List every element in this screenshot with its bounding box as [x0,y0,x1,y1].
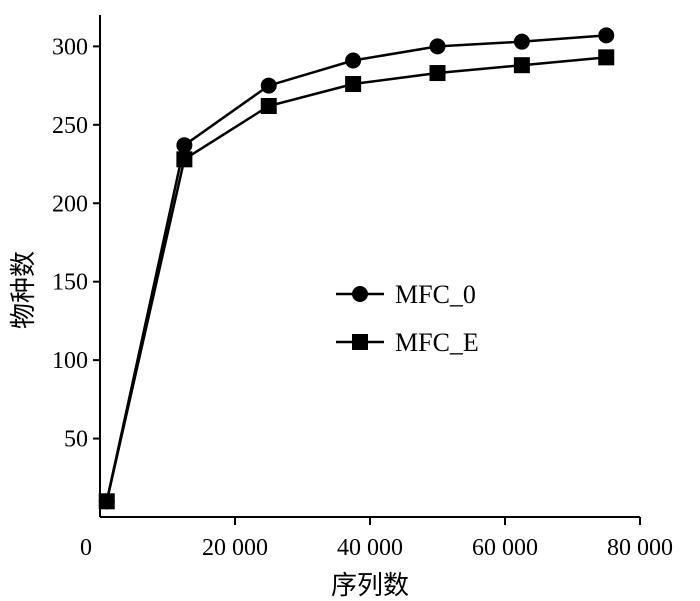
y-tick-label: 150 [52,270,88,296]
legend-label: MFC_E [395,328,479,357]
legend: MFC_0 MFC_E [336,280,479,357]
legend-label: MFC_0 [395,280,476,309]
y-ticks: 50 100 150 200 250 300 [52,34,100,453]
y-tick-label: 200 [52,191,88,217]
square-marker [429,65,446,82]
series-mfc-0 [98,27,615,510]
x-tick-label: 80 000 [607,535,673,561]
series-layer [98,27,615,510]
y-tick-label: 250 [52,113,88,139]
legend-marker [352,334,368,350]
square-marker [260,97,277,114]
x-ticks: 0 20 000 40 000 60 000 80 000 [80,517,673,561]
square-marker [513,57,530,74]
circle-marker [598,27,615,44]
legend-item: MFC_0 [336,280,476,309]
square-marker [98,493,115,510]
circle-marker [513,33,530,50]
axes [99,15,640,518]
y-axis-title: 物种数 [9,251,39,329]
x-tick-label: 0 [80,535,92,561]
square-marker [176,151,193,168]
series-mfc-e [98,49,615,510]
circle-marker [260,77,277,94]
x-tick-label: 60 000 [472,535,538,561]
x-tick-label: 20 000 [202,535,268,561]
square-marker [598,49,615,66]
legend-item: MFC_E [336,328,479,357]
y-tick-label: 50 [64,427,88,453]
circle-marker [345,52,362,69]
x-tick-label: 40 000 [337,535,403,561]
y-tick-label: 300 [52,34,88,60]
y-tick-label: 100 [52,348,88,374]
series-line [105,34,607,502]
circle-marker [176,137,193,154]
legend-marker [352,286,368,302]
square-marker [345,76,362,93]
x-axis-title: 序列数 [331,571,409,601]
circle-marker [429,38,446,55]
series-line [105,56,607,502]
